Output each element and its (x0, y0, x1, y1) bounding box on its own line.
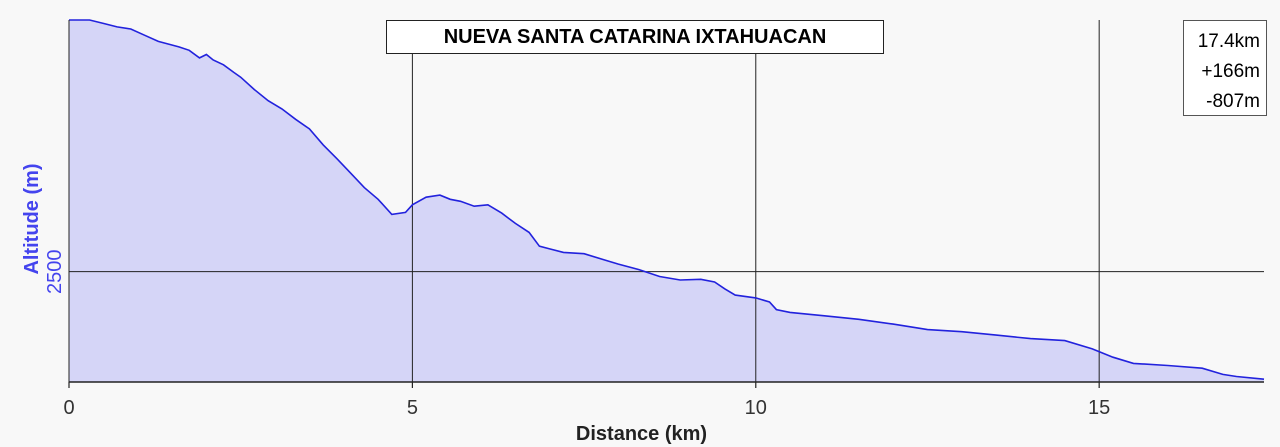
grid-lines (69, 20, 1264, 382)
elevation-profile-line (69, 19, 1265, 380)
x-tick-label: 10 (745, 397, 767, 419)
chart-title: NUEVA SANTA CATARINA IXTAHUACAN (386, 20, 884, 54)
x-tick-label: 5 (407, 397, 418, 419)
y-axis-ticks: 2500 (44, 249, 66, 294)
elevation-area-fill (69, 20, 1264, 382)
y-tick-label: 2500 (44, 249, 66, 294)
total-distance: 17.4km (1197, 31, 1260, 52)
total-descent: -807m (1206, 91, 1260, 112)
x-axis-ticks: 0 5 10 15 (63, 382, 1110, 419)
stats-box: 17.4km +166m -807m (1183, 20, 1267, 116)
x-tick-label: 15 (1088, 397, 1110, 419)
y-axis-label: Altitude (m) (21, 163, 43, 274)
total-ascent: +166m (1201, 61, 1260, 82)
x-axis-label: Distance (km) (576, 423, 707, 445)
x-tick-label: 0 (63, 397, 74, 419)
